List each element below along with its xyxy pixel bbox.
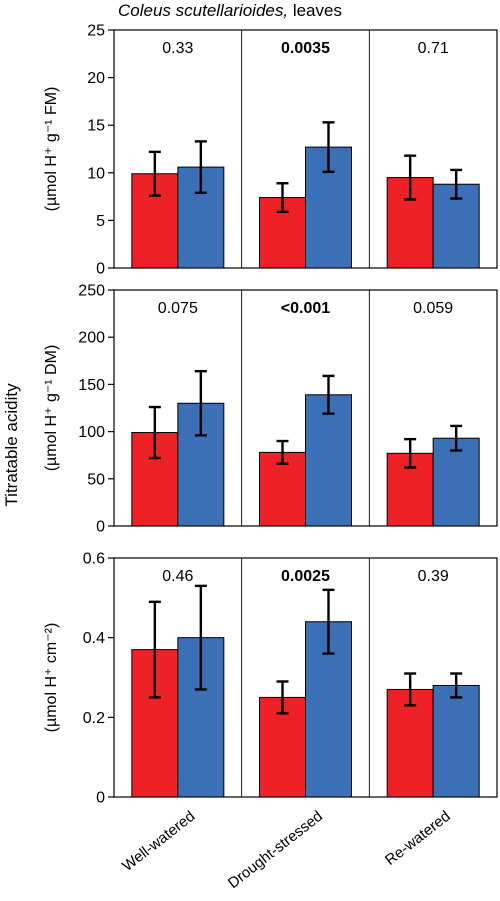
y-tick-label: 0.4 [83, 630, 105, 647]
p-value-label: 0.33 [162, 40, 193, 57]
y-tick-label: 0 [96, 790, 105, 807]
x-category-label: Well-watered [119, 808, 198, 875]
y-tick-label: 20 [87, 70, 105, 87]
y-tick-label: 150 [78, 377, 105, 394]
y-tick-label: 0.6 [83, 551, 105, 568]
shared-y-axis-label: Titratable acidity [2, 383, 21, 507]
p-value-label: 0.39 [418, 568, 449, 585]
y-tick-label: 0 [96, 261, 105, 278]
panel-1: 0 5 10 15 20 25 (µmol H⁺ g⁻¹ FM) 0.33 0.0035 0.71 [43, 23, 498, 278]
y-tick-label: 5 [96, 213, 105, 230]
y-tick-label: 100 [78, 424, 105, 441]
p-value-label: 0.71 [418, 40, 449, 57]
bar-blue [432, 684, 480, 798]
y-tick-label: 200 [78, 330, 105, 347]
figure-title: Coleus scutellarioides, leaves [118, 1, 342, 20]
y-tick-label: 25 [87, 23, 105, 40]
p-value-label: 0.0035 [281, 40, 330, 57]
p-value-label: 0.46 [162, 568, 193, 585]
y-tick-label: 10 [87, 165, 105, 182]
p-value-label: 0.059 [413, 300, 453, 317]
title-rest: leaves [288, 1, 342, 20]
y-tick-label: 50 [87, 471, 105, 488]
y-tick-label: 250 [78, 283, 105, 300]
x-category-labels: Well-watered Drought-stressed Re-watered [119, 808, 454, 892]
p-value-label: 0.0025 [281, 568, 330, 585]
p-value-label: <0.001 [281, 300, 330, 317]
x-category-label: Drought-stressed [225, 808, 326, 892]
y-tick-label: 0.2 [83, 710, 105, 727]
bar-red [131, 173, 179, 269]
p-value-label: 0.075 [158, 300, 198, 317]
y-axis-label: (µmol H⁺ g⁻¹ DM) [43, 345, 60, 472]
title-species: Coleus scutellarioides, [118, 1, 288, 20]
bar-blue [305, 394, 352, 527]
chart-panels: 0 5 10 15 20 25 (µmol H⁺ g⁻¹ FM) 0.33 0.0035 0.71… [43, 23, 498, 807]
x-category-label: Re-watered [382, 808, 454, 869]
y-axis-label: (µmol H⁺ cm⁻²) [43, 623, 60, 733]
y-axis-label: (µmol H⁺ g⁻¹ FM) [43, 87, 60, 212]
y-tick-label: 15 [87, 118, 105, 135]
panel-3: 0 0.2 0.4 0.6 (µmol H⁺ cm⁻²) 0.46 0.0025 0.39 [43, 551, 498, 807]
panel-2: 0 50 100 150 200 250 (µmol H⁺ g⁻¹ DM) 0.075 <0.0… [43, 283, 498, 536]
y-tick-label: 0 [96, 519, 105, 536]
